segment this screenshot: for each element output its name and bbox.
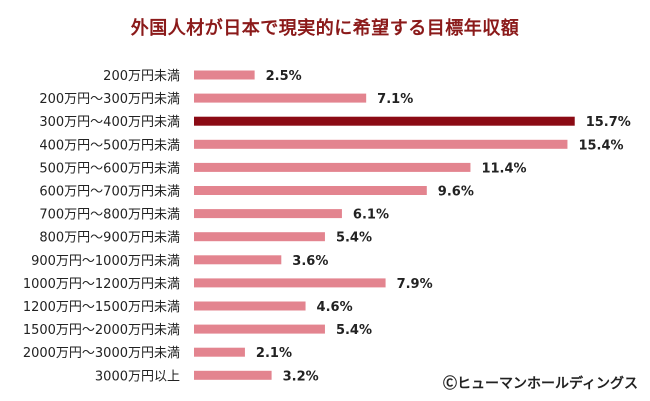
category-label: 1500万円～2000万円未満 [23, 323, 180, 338]
category-label: 700万円～800万円未満 [39, 208, 180, 223]
value-label: 2.5% [266, 69, 302, 84]
category-label: 600万円～700万円未満 [39, 185, 180, 200]
bar [194, 278, 386, 288]
value-label: 3.2% [283, 369, 319, 384]
bar [194, 70, 255, 80]
category-label: 2000万円～3000万円未満 [23, 346, 180, 361]
value-label: 7.1% [377, 92, 413, 107]
bar [194, 162, 471, 172]
value-label: 11.4% [481, 161, 526, 176]
bar [194, 232, 325, 242]
value-label: 7.9% [397, 277, 433, 292]
bar [194, 209, 342, 219]
category-label: 1200万円～1500万円未満 [23, 300, 180, 315]
bar [194, 116, 575, 126]
category-label: 400万円～500万円未満 [39, 138, 180, 153]
category-label: 3000万円以上 [95, 369, 180, 384]
value-label: 15.4% [578, 138, 623, 153]
category-label: 300万円～400万円未満 [39, 115, 180, 130]
bar [194, 139, 568, 149]
bar [194, 347, 245, 357]
category-label: 800万円～900万円未満 [39, 231, 180, 246]
bar [194, 255, 282, 265]
copyright-credit: Ⓒヒューマンホールディングス [442, 376, 638, 392]
category-label: 200万円～300万円未満 [39, 92, 180, 107]
bar [194, 370, 272, 380]
chart-title: 外国人材が日本で現実的に希望する目標年収額 [130, 18, 520, 39]
bar [194, 301, 306, 311]
bar [194, 93, 367, 103]
category-label: 500万円～600万円未満 [39, 161, 180, 176]
category-label: 200万円未満 [103, 69, 180, 84]
value-label: 6.1% [353, 208, 389, 223]
category-label: 900万円～1000万円未満 [31, 254, 180, 269]
value-label: 2.1% [256, 346, 292, 361]
category-label: 1000万円～1200万円未満 [23, 277, 180, 292]
value-label: 5.4% [336, 231, 372, 246]
value-label: 3.6% [292, 254, 328, 269]
value-label: 4.6% [317, 300, 353, 315]
value-label: 15.7% [586, 115, 631, 130]
bar [194, 186, 427, 195]
value-label: 9.6% [438, 185, 474, 200]
bar [194, 324, 325, 334]
value-label: 5.4% [336, 323, 372, 338]
